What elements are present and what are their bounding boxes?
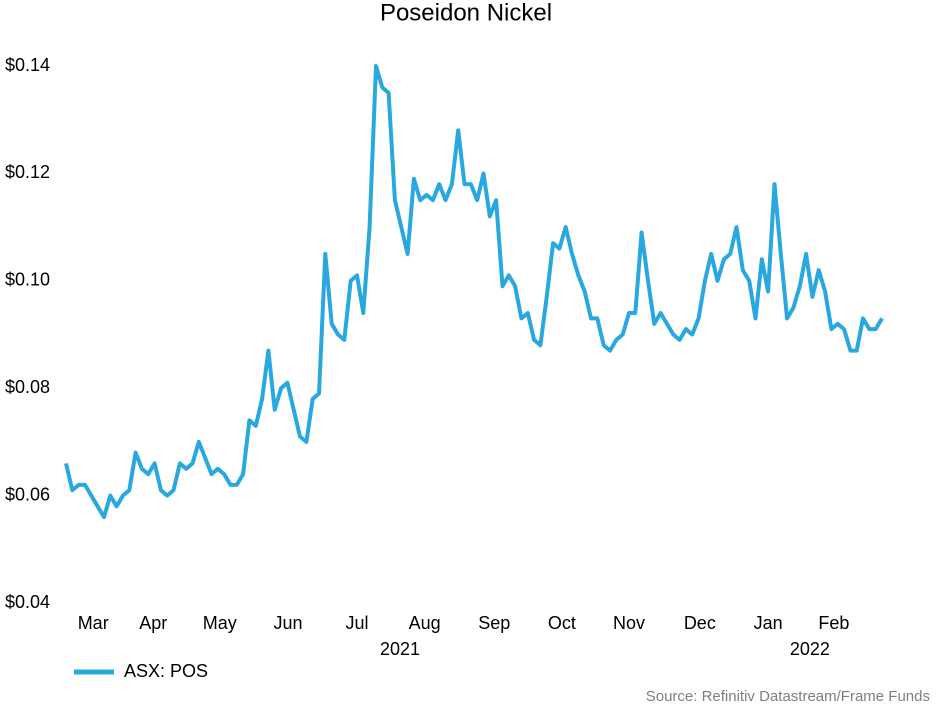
x-year-label: 2022: [790, 639, 830, 659]
x-tick-label: Jan: [754, 613, 783, 633]
x-year-label: 2021: [380, 639, 420, 659]
x-tick-label: Oct: [548, 613, 576, 633]
x-tick-label: Sep: [478, 613, 510, 633]
x-tick-label: Feb: [818, 613, 849, 633]
y-tick-label: $0.10: [5, 270, 50, 290]
x-tick-label: Nov: [613, 613, 645, 633]
source-note: Source: Refinitiv Datastream/Frame Funds: [646, 688, 930, 705]
x-tick-label: May: [203, 613, 237, 633]
y-tick-label: $0.04: [5, 592, 50, 612]
x-tick-label: Aug: [409, 613, 441, 633]
legend-label: ASX: POS: [124, 661, 208, 681]
x-tick-label: Jul: [345, 613, 368, 633]
y-tick-label: $0.06: [5, 484, 50, 504]
y-tick-label: $0.12: [5, 162, 50, 182]
x-tick-label: Dec: [684, 613, 716, 633]
x-tick-label: Mar: [78, 613, 109, 633]
chart-title: Poseidon Nickel: [380, 0, 552, 26]
price-line: [64, 64, 884, 520]
y-tick-label: $0.14: [5, 55, 50, 75]
x-tick-label: Apr: [139, 613, 167, 633]
x-tick-label: Jun: [274, 613, 303, 633]
y-tick-label: $0.08: [5, 377, 50, 397]
